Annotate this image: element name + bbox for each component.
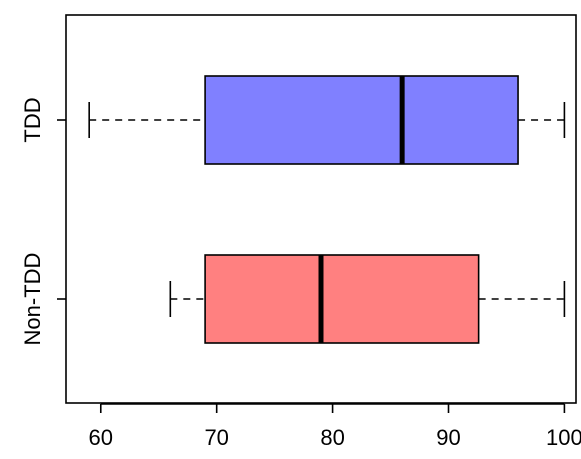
- iqr-box: [204, 75, 519, 165]
- x-axis: 60 70 80 90 100: [89, 403, 581, 450]
- x-tick-label: 80: [320, 425, 344, 450]
- iqr-box: [204, 254, 480, 344]
- category-label: Non-TDD: [20, 253, 45, 346]
- box-non-tdd: Non-TDD: [20, 253, 566, 346]
- x-tick-label: 90: [436, 425, 460, 450]
- x-tick-label: 100: [546, 425, 581, 450]
- category-label: TDD: [20, 97, 45, 142]
- box-tdd: TDD: [20, 75, 566, 165]
- x-tick-label: 70: [204, 425, 228, 450]
- box-series: TDD Non-TDD: [20, 75, 566, 346]
- x-tick-label: 60: [89, 425, 113, 450]
- plot-frame: [65, 14, 577, 404]
